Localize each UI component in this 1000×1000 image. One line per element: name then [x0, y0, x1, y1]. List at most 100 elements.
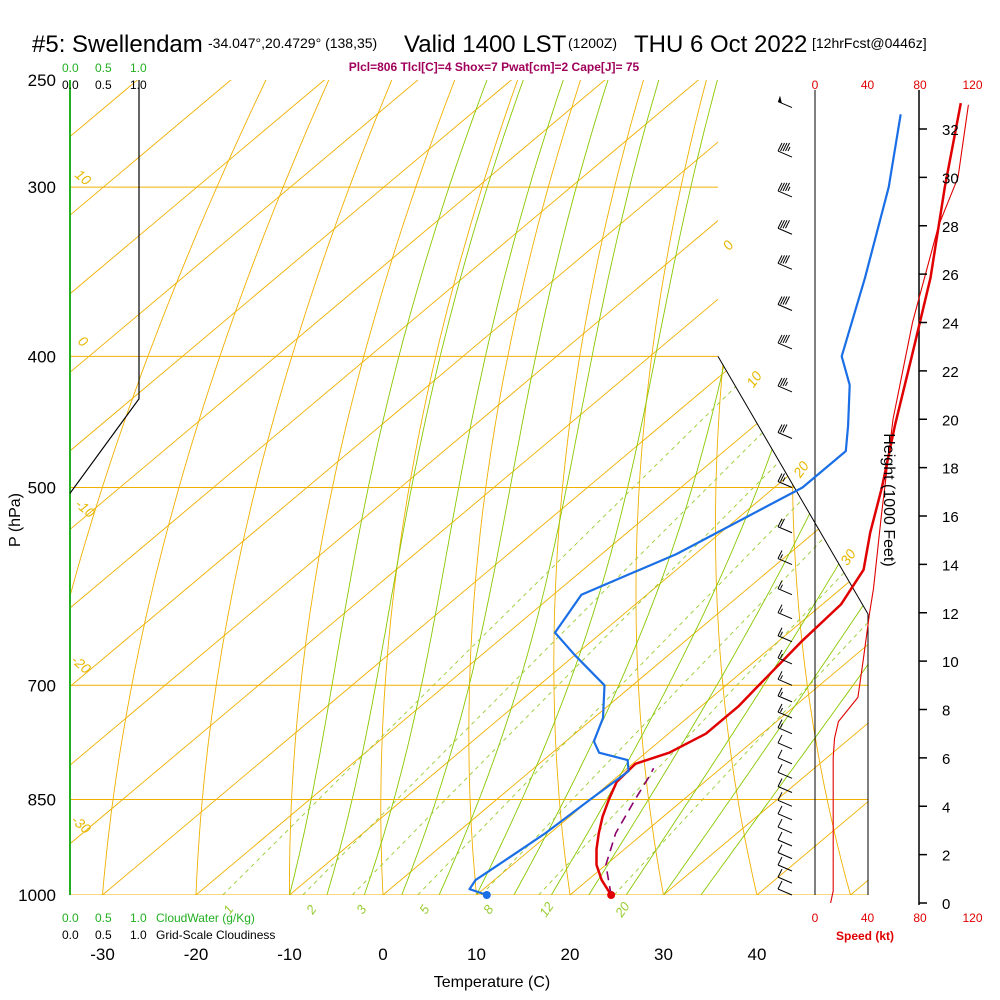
wind-barb: [777, 831, 793, 847]
mixing-ratio-line: [222, 355, 767, 895]
wind-barb: [777, 856, 793, 872]
wind-barb-staff: [777, 876, 793, 884]
temperature-tick-label: -30: [90, 945, 115, 964]
moist-adiabat-line: [700, 80, 868, 895]
wind-barb-staff: [777, 888, 793, 896]
isotherm-line: [382, 80, 868, 895]
background-grid: [70, 80, 868, 895]
moist-adiabat-line: [625, 80, 868, 895]
mixing-ratio-label: 12: [536, 899, 557, 920]
mixing-ratio-label: 5: [416, 902, 433, 917]
dry-adiabat-line: [289, 80, 465, 895]
isotherm-line: [70, 80, 868, 895]
isotherm-line: [70, 80, 868, 895]
stats-line: Plcl=806 Tlcl[C]=4 Shox=7 Pwat[cm]=2 Cap…: [349, 60, 640, 74]
wind-barb-full: [780, 142, 785, 152]
wind-barb-staff: [777, 771, 793, 779]
height-tick-label: 14: [942, 557, 959, 574]
wind-barb-half: [787, 186, 791, 192]
wind-barb: [777, 844, 793, 860]
wind-barb-half: [780, 707, 783, 713]
cloudwater-tick-bottom-1: 0.5: [95, 911, 112, 925]
wind-barb-full: [777, 856, 783, 866]
wind-barb-full: [777, 649, 783, 659]
cloudwater-tick-top-2: 1.0: [130, 61, 147, 75]
mixing-ratio-label: 3: [353, 902, 370, 917]
wind-barb-full: [777, 604, 783, 613]
wind-barb: [777, 880, 793, 896]
isotherm-line: [756, 80, 868, 895]
wind-barb-staff: [777, 262, 793, 270]
wind-barb-full: [777, 805, 783, 815]
temperature-tick-label: 30: [654, 945, 673, 964]
speed-tick-top: 80: [913, 78, 927, 92]
dry-adiabat-line: [195, 80, 403, 895]
wind-barb-staff: [777, 786, 793, 793]
wind-barb-full: [780, 424, 785, 433]
wind-barb-full: [782, 296, 788, 305]
isotherm-line: [70, 80, 762, 895]
wind-barb-full: [780, 473, 785, 482]
wind-barb-staff: [777, 799, 793, 807]
speed-axis-title: Speed (kt): [836, 929, 894, 943]
wind-barb-staff: [777, 813, 793, 821]
dry-adiabat-line: [635, 80, 714, 895]
moist-adiabat-line: [326, 80, 529, 895]
height-tick-label: 4: [942, 799, 950, 816]
dry-adiabat-label: -20: [68, 652, 94, 677]
mixing-ratio-line: [417, 355, 868, 895]
wind-speed-line: [830, 104, 969, 904]
isotherm-line: [70, 80, 481, 895]
wind-barb: [777, 778, 793, 793]
isotherm-line: [70, 80, 868, 895]
height-tick-label: 16: [942, 509, 959, 526]
frame-diagonal: [717, 356, 869, 615]
wind-barb-half: [787, 146, 791, 152]
wind-barb: [777, 220, 793, 235]
wind-barb-half: [780, 584, 783, 589]
height-tick-label: 30: [942, 170, 959, 187]
wind-barb-full: [777, 518, 783, 527]
height-tick-label: 26: [942, 267, 959, 284]
wind-barb-full: [782, 220, 788, 229]
wind-barb: [777, 473, 793, 488]
speed-tick-top: 40: [861, 78, 875, 92]
dry-adiabat-line: [102, 80, 341, 895]
wind-barb: [777, 671, 793, 686]
height-tick-label: 22: [942, 364, 959, 381]
speed-tick-bottom: 120: [962, 911, 982, 925]
isotherm-line: [476, 80, 868, 895]
wind-barb-full: [782, 334, 788, 344]
temperature-tick-label: 40: [748, 945, 767, 964]
wind-barb-staff: [777, 635, 793, 643]
wind-barb-full: [780, 296, 785, 305]
wind-barb-staff: [777, 839, 793, 847]
x-axis-title: Temperature (C): [434, 974, 550, 991]
wind-barb-full: [777, 377, 783, 387]
wind-barb-half: [780, 723, 783, 728]
wind-barb-staff: [777, 742, 793, 750]
wind-barb-full: [780, 518, 785, 527]
wind-barb: [777, 649, 793, 665]
wind-barb: [777, 142, 793, 158]
cloudiness-tick-top-1: 0.5: [95, 78, 112, 92]
wind-barb-half: [780, 653, 783, 659]
wind-barb-staff: [777, 304, 793, 311]
wind-barb-full: [777, 818, 783, 828]
cloudiness-line: [69, 80, 140, 494]
wind-barb: [777, 550, 793, 565]
wind-barb-full: [777, 671, 783, 680]
height-tick-label: 24: [942, 316, 959, 333]
height-tick-label: 2: [942, 848, 950, 865]
dry-adiabat-line: [715, 80, 776, 895]
dry-adiabat-line: [380, 80, 527, 895]
wind-barb: [777, 749, 793, 765]
wind-barb: [777, 182, 793, 198]
speed-tick-top: 0: [812, 78, 819, 92]
isotherm-line: [70, 80, 668, 895]
isotherm-line: [569, 80, 868, 895]
mixing-ratio-label: 20: [611, 899, 633, 921]
